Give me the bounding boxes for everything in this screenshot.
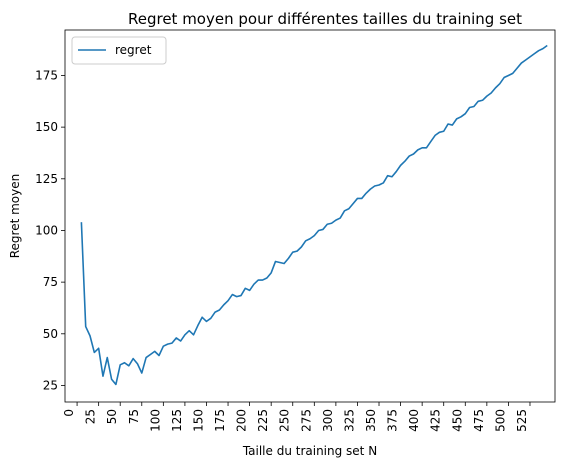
x-tick-label: 175 <box>213 409 227 432</box>
x-tick-label: 100 <box>148 409 162 432</box>
y-tick-label: 100 <box>35 223 58 237</box>
y-tick-label: 125 <box>35 172 58 186</box>
x-tick-label: 400 <box>407 409 421 432</box>
x-tick-label: 200 <box>235 409 249 432</box>
x-tick-label: 450 <box>450 409 464 432</box>
x-axis-ticks: 0 25 50 75 100 125 150 175 200 225 250 275 300 325 350… <box>62 402 531 432</box>
x-tick-label: 475 <box>472 409 486 432</box>
x-tick-label: 125 <box>170 409 184 432</box>
series-line-0 <box>80 44 548 386</box>
x-tick-label: 75 <box>127 409 141 424</box>
series-layer <box>80 44 548 386</box>
legend-box <box>71 36 167 65</box>
x-axis-label: Taille du training set N <box>242 444 377 458</box>
y-tick-label: 150 <box>35 120 58 134</box>
x-tick-label: 425 <box>429 409 443 432</box>
x-tick-label: 25 <box>84 409 98 424</box>
plot-frame <box>64 29 556 403</box>
x-tick-label: 250 <box>278 409 292 432</box>
y-tick-label: 175 <box>35 68 58 82</box>
x-tick-label: 325 <box>342 409 356 432</box>
x-tick-label: 350 <box>364 409 378 432</box>
y-axis-ticks: 25 50 75 100 125 150 175 <box>35 68 65 392</box>
x-tick-label: 275 <box>299 409 313 432</box>
y-axis-label: Regret moyen <box>8 174 22 259</box>
x-tick-label: 50 <box>105 409 119 424</box>
legend-label: regret <box>115 43 152 57</box>
chart-title: Regret moyen pour différentes tailles du… <box>128 10 522 28</box>
x-tick-label: 300 <box>321 409 335 432</box>
x-tick-label: 225 <box>256 409 270 432</box>
x-tick-label: 150 <box>191 409 205 432</box>
y-tick-label: 25 <box>43 378 58 392</box>
x-tick-label: 500 <box>493 409 507 432</box>
legend: regret <box>71 36 167 65</box>
y-tick-label: 50 <box>43 327 58 341</box>
x-tick-label: 0 <box>62 409 76 417</box>
x-tick-label: 525 <box>515 409 529 432</box>
x-tick-label: 375 <box>386 409 400 432</box>
y-tick-label: 75 <box>43 275 58 289</box>
plot-area <box>64 29 556 403</box>
